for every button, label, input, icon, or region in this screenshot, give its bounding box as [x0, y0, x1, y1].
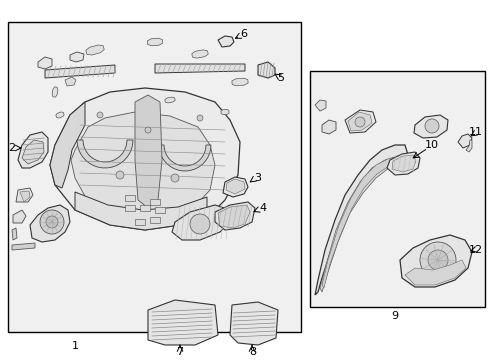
Polygon shape [231, 78, 247, 86]
Bar [150, 199, 160, 205]
Polygon shape [258, 62, 274, 78]
Text: 10: 10 [424, 140, 438, 150]
Polygon shape [155, 64, 244, 73]
Polygon shape [77, 140, 133, 168]
Bar [135, 219, 145, 225]
Circle shape [145, 127, 151, 133]
Text: 5: 5 [277, 73, 284, 83]
Polygon shape [20, 191, 30, 202]
Polygon shape [218, 36, 234, 47]
Polygon shape [164, 97, 175, 103]
Text: 6: 6 [240, 29, 247, 39]
Circle shape [419, 242, 455, 278]
Polygon shape [457, 134, 471, 148]
Text: 12: 12 [468, 245, 482, 255]
Bar [125, 195, 135, 201]
Polygon shape [147, 38, 163, 46]
Text: 3: 3 [254, 173, 261, 183]
Polygon shape [221, 109, 228, 115]
Polygon shape [319, 156, 401, 292]
Text: 7: 7 [176, 347, 183, 357]
Polygon shape [148, 300, 218, 345]
Polygon shape [12, 228, 17, 240]
Polygon shape [218, 205, 249, 228]
Circle shape [354, 117, 364, 127]
Bar [8, 22, 301, 332]
Text: 4: 4 [259, 203, 266, 213]
Circle shape [40, 210, 64, 234]
Polygon shape [13, 210, 26, 223]
Polygon shape [191, 50, 208, 58]
Bar [140, 205, 150, 211]
Polygon shape [159, 145, 210, 171]
Bar [150, 217, 160, 223]
Polygon shape [345, 110, 375, 133]
Circle shape [190, 214, 209, 234]
Bar [155, 207, 164, 213]
Polygon shape [225, 179, 244, 194]
Polygon shape [52, 87, 58, 97]
Polygon shape [223, 177, 247, 197]
Polygon shape [12, 243, 35, 250]
Polygon shape [22, 140, 44, 164]
Circle shape [46, 216, 58, 228]
Polygon shape [30, 205, 70, 242]
Polygon shape [215, 202, 254, 230]
Polygon shape [71, 112, 215, 217]
Circle shape [116, 171, 124, 179]
Polygon shape [75, 192, 206, 230]
Text: 11: 11 [468, 127, 482, 137]
Polygon shape [38, 57, 52, 69]
Polygon shape [321, 120, 335, 134]
Polygon shape [135, 95, 162, 208]
Circle shape [171, 174, 179, 182]
Text: 9: 9 [390, 311, 398, 321]
Polygon shape [321, 158, 391, 288]
Circle shape [197, 115, 203, 121]
Bar [309, 71, 484, 307]
Polygon shape [465, 140, 471, 152]
Polygon shape [45, 65, 115, 78]
Text: 2: 2 [8, 143, 16, 153]
Polygon shape [314, 100, 325, 111]
Bar [125, 205, 135, 211]
Circle shape [427, 250, 447, 270]
Polygon shape [65, 77, 76, 86]
Polygon shape [18, 132, 48, 168]
Polygon shape [413, 115, 447, 138]
Polygon shape [229, 302, 278, 345]
Text: 1: 1 [71, 341, 79, 351]
Polygon shape [347, 112, 371, 131]
Polygon shape [70, 52, 84, 62]
Polygon shape [50, 88, 240, 230]
Text: 8: 8 [249, 347, 256, 357]
Polygon shape [56, 112, 64, 118]
Polygon shape [172, 205, 229, 240]
Polygon shape [85, 45, 104, 55]
Circle shape [424, 119, 438, 133]
Polygon shape [50, 102, 85, 188]
Polygon shape [386, 152, 419, 175]
Circle shape [97, 112, 103, 118]
Polygon shape [404, 260, 465, 285]
Polygon shape [314, 145, 407, 295]
Polygon shape [16, 188, 33, 202]
Polygon shape [399, 235, 471, 287]
Polygon shape [391, 155, 415, 172]
